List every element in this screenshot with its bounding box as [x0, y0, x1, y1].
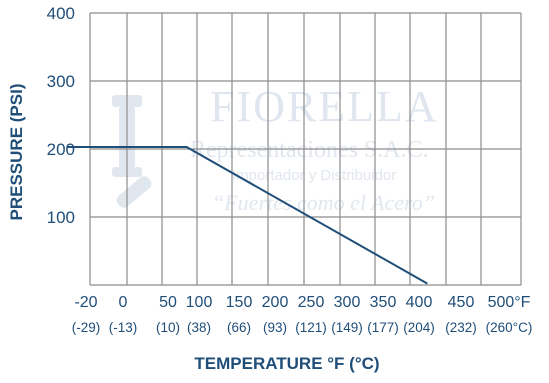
- series-group: [67, 146, 428, 285]
- x-tick-label-f: 400: [406, 294, 433, 311]
- x-tick-label-f: 150: [226, 294, 253, 311]
- x-tick-label-f: 50: [159, 294, 177, 311]
- y-tick-label: 200: [47, 140, 75, 159]
- y-axis-title: PRESSURE (PSI): [7, 84, 26, 221]
- x-tick-label-c: (177): [367, 320, 399, 335]
- y-tick-label: 300: [47, 72, 75, 91]
- x-tick-labels: -20 0 50 100 150 200 250 300 350 400 450 500°F (-29)…: [72, 294, 533, 335]
- watermark: FIORELLA Representaciones S.A.C. Importa…: [112, 82, 439, 215]
- watermark-line-3: Importador y Distribuidor: [232, 167, 396, 184]
- x-tick-label-f: 500°F: [488, 294, 531, 311]
- x-tick-label-f: 300: [334, 294, 361, 311]
- x-tick-label-f: 100: [186, 294, 213, 311]
- x-tick-label-c: (149): [331, 320, 363, 335]
- x-tick-label-f: 450: [448, 294, 475, 311]
- chart-grid: [89, 12, 522, 286]
- y-tick-label: 400: [47, 4, 75, 23]
- watermark-line-1: FIORELLA: [210, 82, 439, 131]
- x-tick-label-c: (-29): [72, 320, 101, 335]
- x-tick-label-c: (204): [403, 320, 435, 335]
- watermark-line-4: “Fuertes como el Acero”: [212, 190, 435, 215]
- x-tick-label-c: (10): [156, 320, 180, 335]
- x-tick-label-f: 200: [262, 294, 289, 311]
- series-line: [67, 146, 428, 285]
- watermark-logo: [112, 95, 152, 208]
- x-tick-label-c: (66): [227, 320, 251, 335]
- x-tick-label-c: (-13): [109, 320, 138, 335]
- watermark-line-2: Representaciones S.A.C.: [190, 137, 429, 163]
- x-tick-label-c: (38): [187, 320, 211, 335]
- x-tick-label-f: 250: [298, 294, 325, 311]
- x-tick-label-f: 350: [370, 294, 397, 311]
- x-tick-label-c: (260°C): [486, 320, 533, 335]
- x-tick-label-c: (93): [263, 320, 287, 335]
- x-tick-label-f: -20: [74, 294, 97, 311]
- x-tick-label-c: (121): [295, 320, 327, 335]
- x-axis-title: TEMPERATURE °F (°C): [194, 354, 379, 373]
- y-tick-labels: 100 200 300 400: [47, 4, 75, 227]
- x-tick-label-f: 0: [119, 294, 128, 311]
- x-tick-label-c: (232): [445, 320, 477, 335]
- y-tick-label: 100: [47, 208, 75, 227]
